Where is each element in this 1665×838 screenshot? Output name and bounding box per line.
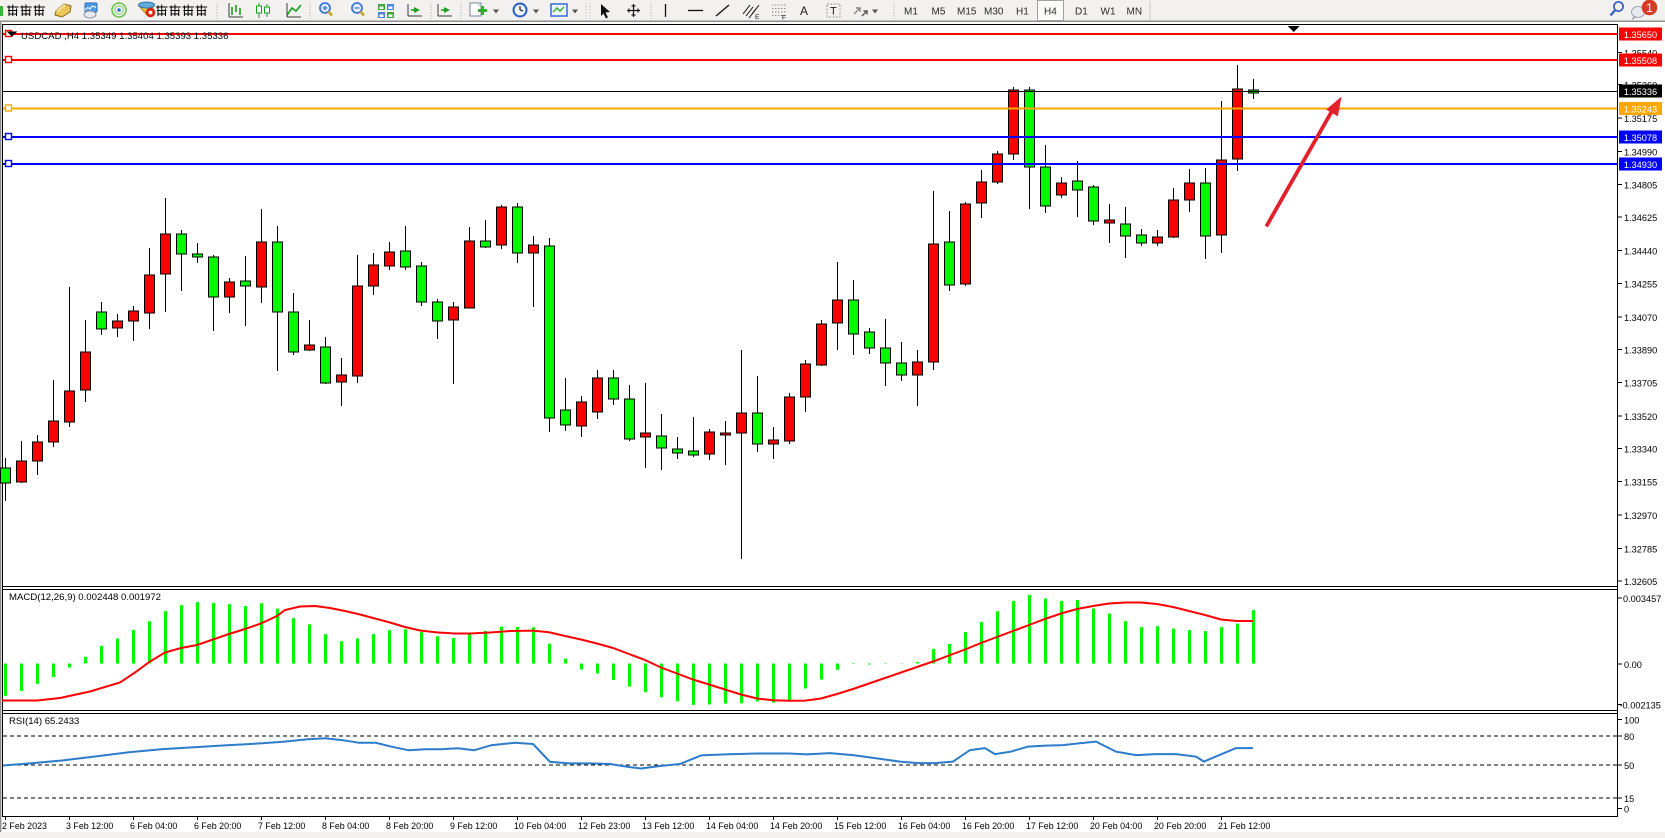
svg-text:6 Feb 20:00: 6 Feb 20:00 [194,821,241,831]
svg-text:M30: M30 [984,7,1004,18]
svg-text:0: 0 [1624,805,1629,815]
svg-text:80: 80 [1624,732,1634,742]
svg-text:F: F [782,15,786,22]
svg-text:20 Feb 04:00: 20 Feb 04:00 [1090,821,1142,831]
svg-text:20 Feb 20:00: 20 Feb 20:00 [1154,821,1206,831]
svg-text:8 Feb 04:00: 8 Feb 04:00 [322,821,369,831]
svg-text:0.00: 0.00 [1624,660,1642,670]
svg-text:1.32785: 1.32785 [1624,544,1657,554]
svg-text:15 Feb 12:00: 15 Feb 12:00 [834,821,886,831]
svg-text:50: 50 [1624,761,1634,771]
svg-text:9 Feb 12:00: 9 Feb 12:00 [450,821,497,831]
svg-text:USDCAD ,H4 1.35349 1.35404 1.: USDCAD ,H4 1.35349 1.35404 1.35393 1.353… [21,31,228,42]
svg-text:14 Feb 04:00: 14 Feb 04:00 [706,821,758,831]
svg-text:1.32605: 1.32605 [1624,577,1657,587]
svg-text:MACD(12,26,9) 0.002448 0.00197: MACD(12,26,9) 0.002448 0.001972 [9,592,161,603]
svg-text:3 Feb 12:00: 3 Feb 12:00 [66,821,113,831]
svg-text:1.34990: 1.34990 [1624,147,1657,157]
svg-text:W1: W1 [1101,7,1116,18]
svg-text:A: A [800,4,808,18]
svg-text:E: E [755,14,760,21]
svg-text:10 Feb 04:00: 10 Feb 04:00 [514,821,566,831]
svg-text:1.35175: 1.35175 [1624,114,1657,124]
svg-text:1.34255: 1.34255 [1624,280,1657,290]
svg-text:14 Feb 20:00: 14 Feb 20:00 [770,821,822,831]
svg-text:H1: H1 [1016,7,1029,18]
svg-text:MN: MN [1127,7,1143,18]
svg-text:1.34805: 1.34805 [1624,181,1657,191]
svg-text:100: 100 [1624,716,1639,726]
svg-text:1.32970: 1.32970 [1624,511,1657,521]
svg-text:6 Feb 04:00: 6 Feb 04:00 [130,821,177,831]
svg-text:15: 15 [1624,794,1634,804]
svg-text:1.35336: 1.35336 [1624,87,1657,97]
svg-text:1.33340: 1.33340 [1624,444,1657,454]
svg-text:1.34930: 1.34930 [1624,160,1657,170]
svg-text:1.35650: 1.35650 [1624,30,1657,40]
svg-text:12 Feb 23:00: 12 Feb 23:00 [578,821,630,831]
svg-text:1.33890: 1.33890 [1624,345,1657,355]
svg-text:1.33155: 1.33155 [1624,478,1657,488]
svg-text:8 Feb 20:00: 8 Feb 20:00 [386,821,433,831]
svg-text:1.35078: 1.35078 [1624,133,1657,143]
svg-text:1.35243: 1.35243 [1624,105,1657,115]
svg-text:M1: M1 [904,7,918,18]
svg-text:13 Feb 12:00: 13 Feb 12:00 [642,821,694,831]
svg-text:17 Feb 12:00: 17 Feb 12:00 [1026,821,1078,831]
svg-text:1.33705: 1.33705 [1624,379,1657,389]
svg-text:1.35540: 1.35540 [1624,48,1657,58]
svg-text:16 Feb 20:00: 16 Feb 20:00 [962,821,1014,831]
svg-text:1.33520: 1.33520 [1624,412,1657,422]
svg-text:16 Feb 04:00: 16 Feb 04:00 [898,821,950,831]
svg-text:H4: H4 [1044,7,1057,18]
svg-text:7 Feb 12:00: 7 Feb 12:00 [258,821,305,831]
svg-text:M5: M5 [932,7,946,18]
svg-text:M15: M15 [957,7,977,18]
svg-text:-0.002135: -0.002135 [1620,701,1661,711]
svg-text:RSI(14) 65.2433: RSI(14) 65.2433 [9,716,79,727]
svg-text:1.34070: 1.34070 [1624,313,1657,323]
svg-text:1.34625: 1.34625 [1624,213,1657,223]
svg-text:1.35508: 1.35508 [1624,56,1657,66]
svg-text:D1: D1 [1075,7,1088,18]
svg-text:1.34440: 1.34440 [1624,246,1657,256]
svg-text:0.003457: 0.003457 [1623,594,1661,604]
svg-text:T: T [830,6,837,18]
svg-text:2 Feb 2023: 2 Feb 2023 [2,821,47,831]
svg-text:1: 1 [1646,1,1653,15]
svg-text:21 Feb 12:00: 21 Feb 12:00 [1218,821,1270,831]
